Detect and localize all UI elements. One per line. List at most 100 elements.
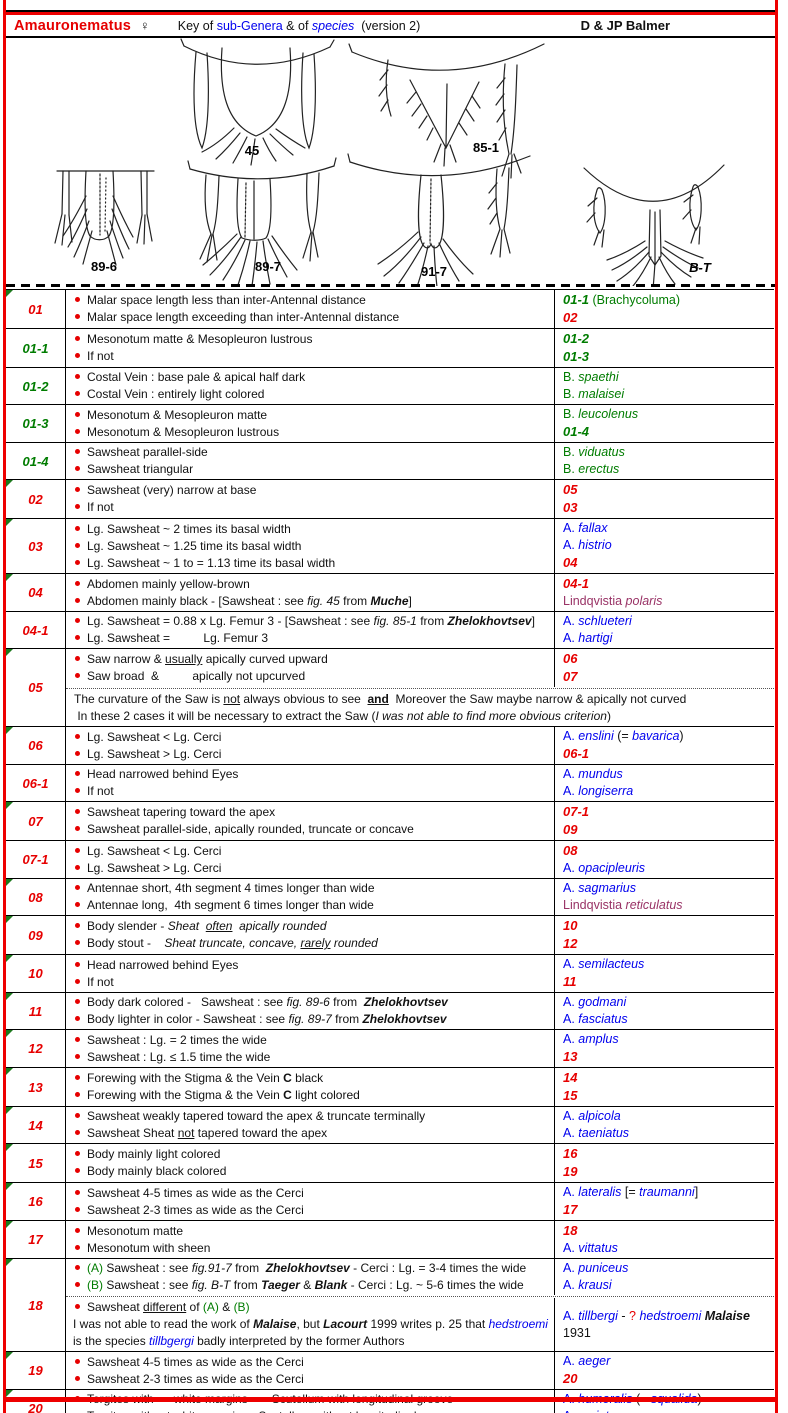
criteria-section: Body mainly light colored Body mainly bla…: [66, 1144, 774, 1182]
criteria-section: Sawsheat : Lg. = 2 times the wide Sawshea…: [66, 1030, 774, 1067]
key-title-amp: & of: [282, 18, 312, 33]
note-line: A. histrio: [563, 537, 774, 554]
note-line: A. aeger: [563, 1353, 774, 1370]
note-line: A. schlueteri: [563, 613, 774, 630]
text-segment: If not: [87, 500, 114, 514]
text-segment: Lg. Sawsheat ~ 2 times its basal width: [87, 521, 291, 536]
text-segment: 18: [563, 1223, 578, 1238]
key-step-cell-01-3: 01-3: [6, 405, 66, 442]
criteria-cell: Sawsheat 4-5 times as wide as the Cerci S…: [66, 1183, 554, 1220]
criteria-cell: Sawsheat tapering toward the apex Sawshea…: [66, 802, 554, 840]
key-step-cell-04: 04: [6, 574, 66, 611]
key-title-subgenera: sub-Genera: [216, 18, 283, 33]
bottom-red-rule: [3, 1397, 778, 1402]
note-line: The curvature of the Saw is not always o…: [74, 691, 774, 708]
key-row-body: Mesonotum matte & Mesopleuron lustrous If…: [66, 329, 774, 367]
key-row-07: 07 Sawsheat tapering toward the apex Sawsh…: [6, 802, 774, 841]
criteria-cell: Mesonotum matte & Mesopleuron lustrous If…: [66, 329, 554, 367]
key-step-cell-18: 18: [6, 1259, 66, 1351]
criteria-section: Sawsheat tapering toward the apex Sawshea…: [66, 802, 774, 840]
text-segment: Malaise: [704, 1308, 750, 1323]
key-row-11: 11 Body dark colored - Sawsheat : see fig…: [6, 993, 774, 1030]
bullet-icon: [75, 374, 80, 380]
note-line: 08: [563, 842, 774, 860]
result-cell: A. sagmarius Lindqvistia reticulatus: [554, 879, 774, 915]
text-segment: Sawsheat : Lg. = 2 times the wide: [87, 1032, 267, 1047]
key-step-cell-06-1: 06-1: [6, 765, 66, 801]
text-segment: 01-2: [563, 331, 590, 346]
text-segment: apically rounded: [232, 919, 327, 933]
key-row-body: Lg. Sawsheat < Lg. Cerci Lg. Sawsheat > L…: [66, 841, 774, 878]
criterion-line: Abdomen mainly yellow-brown: [73, 576, 554, 593]
bullet-icon: [75, 961, 80, 967]
result-cell: A. semilacteus 11: [554, 955, 774, 992]
criterion-line: Tergites without white margins - Scutell…: [73, 1408, 554, 1413]
figure-45: 45: [180, 38, 335, 166]
text-segment: fasciatus: [578, 1012, 628, 1026]
criterion-line: Lg. Sawsheat = Lg. Femur 3: [73, 630, 554, 647]
text-segment: Sheat truncate, concave,: [164, 936, 301, 950]
criterion-line: Sawsheat Sheat not tapered toward the ap…: [73, 1125, 554, 1142]
result-cell: A. schlueteri A. hartigi: [554, 612, 774, 648]
bullet-icon: [75, 314, 80, 320]
key-row-body: Sawsheat parallel-side Sawsheat triangula…: [66, 443, 774, 479]
text-segment: A.: [563, 1354, 579, 1368]
text-segment: A.: [563, 1278, 579, 1292]
text-segment: Costal Vein : entirely light colored: [87, 387, 265, 401]
text-segment: 20: [563, 1371, 578, 1386]
criterion-line: Mesonotum matte & Mesopleuron lustrous: [73, 331, 554, 348]
note-line: Lindqvistia polaris: [563, 593, 774, 610]
text-segment: A.: [563, 995, 579, 1009]
key-row-16: 16 Sawsheat 4-5 times as wide as the Cerc…: [6, 1183, 774, 1221]
text-segment: Body dark colored - Sawsheat : see: [87, 995, 287, 1009]
text-segment: A.: [563, 767, 579, 781]
note-line: B. spaethi: [563, 369, 774, 386]
criterion-line: Sawsheat 4-5 times as wide as the Cerci: [73, 1185, 554, 1202]
note-line: A. mundus: [563, 766, 774, 783]
corner-marker-icon: [6, 1352, 13, 1359]
note-line: 03: [563, 499, 774, 517]
female-symbol-icon: ♀: [140, 18, 150, 33]
text-segment: vittatus: [578, 1241, 618, 1255]
note-line: 01-2: [563, 330, 774, 348]
note-line: A. fasciatus: [563, 1011, 774, 1028]
text-segment: Sawsheat 2-3 times as wide as the Cerci: [87, 1202, 304, 1217]
text-segment: fig. 89-7: [288, 1012, 332, 1026]
criterion-line: Sawsheat (very) narrow at base: [73, 482, 554, 499]
criterion-line: Mesonotum matte: [73, 1223, 554, 1240]
corner-marker-icon: [6, 1259, 13, 1266]
key-step-number: 07: [28, 813, 43, 829]
note-line: 02: [563, 309, 774, 327]
criterion-line: Antennae short, 4th segment 4 times long…: [73, 880, 554, 897]
note-line: 06: [563, 650, 774, 668]
criterion-line: Sawsheat 2-3 times as wide as the Cerci: [73, 1202, 554, 1219]
text-segment: I was not able to find more obvious crit…: [375, 709, 607, 723]
text-segment: tillbgergi: [149, 1334, 194, 1348]
text-segment: from: [339, 593, 371, 608]
criterion-line: Saw broad & apically not upcurved: [73, 668, 554, 685]
criterion-line: Lg. Sawsheat ~ 1 to = 1.13 time its basa…: [73, 555, 554, 572]
bullet-icon: [75, 771, 80, 777]
text-segment: from: [331, 1012, 363, 1026]
criteria-section: Lg. Sawsheat < Lg. Cerci Lg. Sawsheat > L…: [66, 841, 774, 878]
corner-marker-icon: [6, 1390, 13, 1397]
text-segment: Sawsheat : see: [103, 1261, 192, 1275]
text-segment: Mesonotum & Mesopleuron lustrous: [87, 424, 280, 439]
text-segment: A.: [563, 1032, 579, 1046]
text-segment: fig. 85-1: [373, 614, 417, 628]
bullet-icon: [75, 1206, 80, 1212]
text-segment: Abdomen mainly black - [Sawsheat : see: [87, 593, 308, 608]
text-segment: 1999 writes p. 25 that: [367, 1317, 489, 1331]
criterion-line: Mesonotum & Mesopleuron lustrous: [73, 424, 554, 441]
bullet-icon: [75, 1189, 80, 1195]
text-segment: 11: [563, 974, 577, 989]
text-segment: longiserra: [578, 784, 634, 798]
text-segment: not: [223, 692, 241, 706]
text-segment: white margins - Scutellum: [170, 1409, 314, 1413]
key-row-02: 02 Sawsheat (very) narrow at base If not 05…: [6, 480, 774, 519]
figure-b-t: B-T: [583, 164, 725, 286]
key-row-body: Abdomen mainly yellow-brown Abdomen mainl…: [66, 574, 774, 611]
criterion-line: Sawsheat 2-3 times as wide as the Cerci: [73, 1371, 554, 1388]
bullet-icon: [75, 542, 80, 548]
result-cell: A. puniceus A. krausi: [554, 1259, 774, 1295]
